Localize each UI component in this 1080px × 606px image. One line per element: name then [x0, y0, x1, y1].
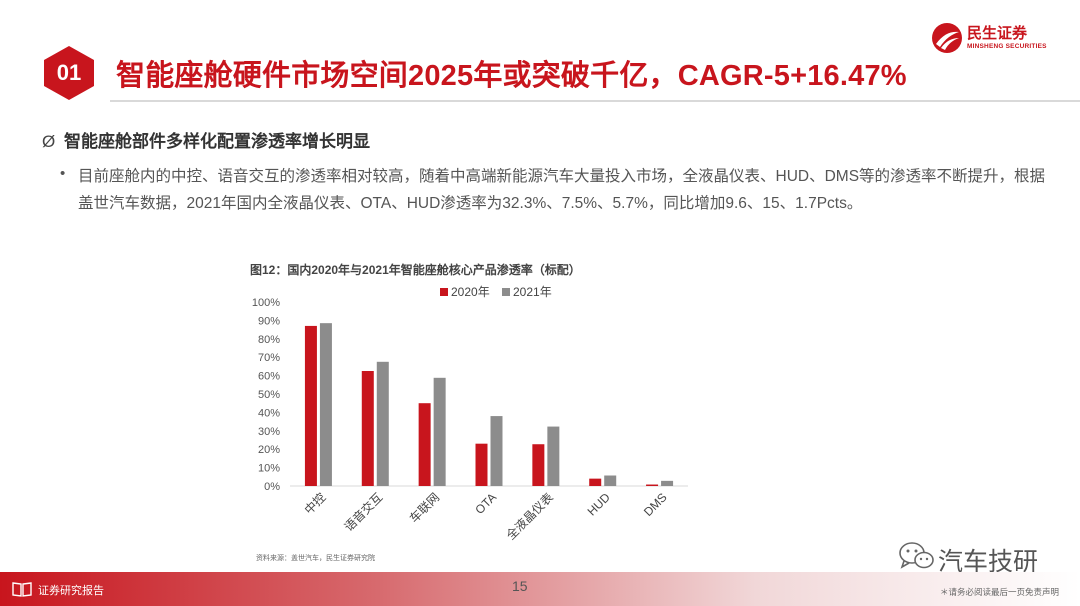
y-tick-label: 60%: [258, 371, 280, 383]
y-tick-label: 70%: [258, 352, 280, 364]
chart-source: 资料来源：盖世汽车，民生证券研究院: [256, 555, 375, 562]
bar-2021: [604, 475, 617, 486]
y-tick-label: 100%: [252, 297, 280, 309]
body-paragraph: 目前座舱内的中控、语音交互的渗透率相对较高，随着中高端新能源汽车大量投入市场，全…: [78, 168, 1046, 212]
x-category-label: DMS: [641, 490, 670, 519]
disclaimer-notice: ＊请务必阅读最后一页免责声明: [940, 587, 1060, 597]
x-category-label: HUD: [585, 490, 614, 519]
watermark-text: 汽车技研: [938, 548, 1039, 576]
bar-2020: [475, 443, 488, 486]
bar-2020: [646, 484, 659, 486]
x-category-label: 语音交互: [341, 490, 386, 535]
y-tick-label: 10%: [258, 463, 280, 475]
subtitle-text: 智能座舱部件多样化配置渗透率增长明显: [64, 132, 370, 151]
y-tick-label: 80%: [258, 334, 280, 346]
hexagon-badge-shape: [44, 46, 94, 100]
footer-report-label: 证券研究报告: [38, 585, 104, 597]
y-tick-label: 20%: [258, 444, 280, 456]
page-title: 智能座舱硬件市场空间2025年或突破千亿，CAGR-5+16.47%: [116, 60, 907, 92]
bar-2021: [433, 377, 446, 486]
logo-swoosh-icon: [932, 23, 962, 53]
x-category-label: 全液晶仪表: [503, 490, 556, 543]
y-tick-label: 30%: [258, 426, 280, 438]
subtitle-marker: Ø: [42, 132, 56, 151]
section-number: 01: [56, 60, 82, 85]
wechat-icon: [899, 542, 934, 569]
y-tick-label: 50%: [258, 389, 280, 401]
legend-swatch: [440, 288, 448, 296]
bar-2020: [532, 444, 545, 486]
page-number: 15: [512, 578, 528, 594]
bar-2021: [319, 323, 332, 486]
section-subtitle: Ø 智能座舱部件多样化配置渗透率增长明显: [42, 127, 370, 152]
x-category-label: OTA: [472, 490, 499, 517]
section-number-badge: 01: [40, 44, 98, 102]
bar-2020: [418, 403, 431, 486]
y-tick-label: 0%: [264, 481, 280, 493]
company-logo: 民生证券 MINSHENG SECURITIES: [931, 22, 1061, 56]
chart-title: 图12：国内2020年与2021年智能座舱核心产品渗透率（标配）: [250, 263, 581, 277]
bar-2021: [490, 416, 503, 486]
legend-label: 2020年: [451, 285, 490, 299]
bar-2021: [661, 480, 674, 486]
book-icon: [12, 582, 32, 597]
legend-label: 2021年: [513, 285, 552, 299]
bar-2020: [589, 478, 602, 486]
bullet-dot: •: [60, 165, 66, 182]
bar-2021: [547, 426, 560, 486]
x-category-label: 车联网: [406, 490, 442, 526]
bar-2021: [376, 361, 389, 486]
footer-bar: 证券研究报告 15 ＊请务必阅读最后一页免责声明: [0, 572, 1080, 606]
header-divider: [110, 100, 1080, 102]
bar-2020: [304, 325, 317, 486]
y-tick-label: 90%: [258, 315, 280, 327]
bar-2020: [361, 371, 374, 486]
logo-name-cn: 民生证券: [967, 25, 1028, 42]
y-tick-label: 40%: [258, 407, 280, 419]
bar-chart: 0% 10% 20% 30% 40% 50% 60% 70% 80% 90% 100% 中控 语音交互车…: [252, 285, 688, 543]
logo-name-en: MINSHENG SECURITIES: [967, 43, 1047, 50]
legend-swatch: [502, 288, 510, 296]
x-category-label: 中控: [301, 490, 329, 518]
